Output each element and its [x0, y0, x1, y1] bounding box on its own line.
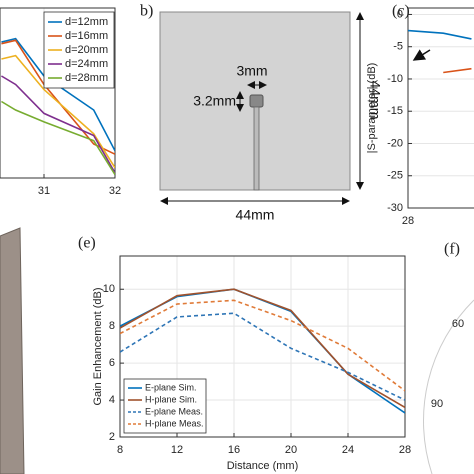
dim-label: 44mm — [236, 207, 275, 223]
y-tick-label: 2 — [109, 431, 115, 443]
series-line — [1, 54, 115, 169]
y-tick-label: 6 — [109, 357, 115, 369]
x-axis-label: Distance (mm) — [227, 460, 299, 472]
legend: d=12mm d=16mm d=20mm d=24mm d=28mm — [43, 11, 115, 89]
plot-area — [408, 8, 474, 208]
series-line — [1, 100, 115, 176]
y-tick-label: -10 — [387, 73, 403, 85]
series-line — [120, 312, 405, 401]
patch — [249, 94, 264, 108]
panel-label: (e) — [78, 235, 96, 252]
x-tick-label: 24 — [342, 444, 354, 456]
legend-label: H-plane Sim. — [145, 394, 197, 404]
y-tick-label: -20 — [387, 137, 403, 149]
legend-label: d=28mm — [65, 72, 108, 84]
y-tick-label: 0 — [397, 8, 403, 20]
polar-arc — [423, 299, 474, 474]
slab — [0, 227, 25, 474]
y-tick-label: -5 — [393, 41, 403, 53]
y-tick-label: 10 — [103, 283, 115, 295]
y-axis-label: Gain Enhancement (dB) — [92, 287, 104, 405]
legend-label: H-plane Meas. — [145, 418, 204, 428]
y-tick-label: 4 — [109, 394, 115, 406]
plot-frame — [119, 255, 406, 438]
dim-label: 44mm — [367, 81, 383, 120]
panel-label: (f) — [444, 241, 460, 258]
series-line — [120, 288, 405, 409]
x-tick-label: 32 — [109, 185, 121, 197]
annotation-arrow — [412, 49, 431, 61]
x-tick-label: 28 — [402, 215, 414, 227]
plot-frame — [0, 7, 116, 179]
legend-label: d=24mm — [65, 58, 108, 70]
x-tick-label: 31 — [38, 185, 50, 197]
line-chart: 28 0 -5 -10 -15 -20 -25 -30 (c) |S-parameter| (dB… — [366, 3, 474, 227]
series-line — [1, 75, 115, 174]
legend-label: d=12mm — [65, 16, 108, 28]
x-tick-label: 20 — [285, 444, 297, 456]
dim-label: 3mm — [236, 63, 267, 79]
angle-label: 90 — [431, 398, 443, 410]
y-axis-label: |S-parameter| (dB) — [366, 63, 378, 154]
y-tick-label: -15 — [387, 105, 403, 117]
line-chart: 31 32 d=12mm d=16mm d=20mm d=24mm d=28mm — [0, 7, 121, 197]
x-tick-label: 28 — [399, 444, 411, 456]
feed-line — [253, 106, 260, 191]
angle-label: 60 — [452, 318, 464, 330]
y-tick-label: -30 — [387, 202, 403, 214]
y-tick-label: 8 — [109, 320, 115, 332]
series-line — [443, 67, 472, 74]
panel-label: b) — [140, 3, 153, 20]
legend-label: d=20mm — [65, 44, 108, 56]
legend: E-plane Sim. H-plane Sim. E-plane Meas. H-p… — [123, 378, 207, 434]
x-tick-label: 12 — [171, 444, 183, 456]
panel-label: (c) — [392, 3, 410, 20]
series-line — [408, 29, 472, 40]
x-tick-label: 16 — [228, 444, 240, 456]
polar-panel: (f) 60 90 — [423, 241, 474, 474]
legend-label: d=16mm — [65, 30, 108, 42]
plot-frame — [407, 7, 474, 209]
dim-label: 3.2mm — [193, 93, 236, 109]
legend-label: E-plane Sim. — [145, 382, 197, 392]
x-tick-label: 8 — [117, 444, 123, 456]
legend-label: E-plane Meas. — [145, 406, 203, 416]
antenna-diagram: b) 3mm 3.2mm 44mm 44mm — [140, 3, 383, 223]
y-tick-label: -25 — [387, 170, 403, 182]
